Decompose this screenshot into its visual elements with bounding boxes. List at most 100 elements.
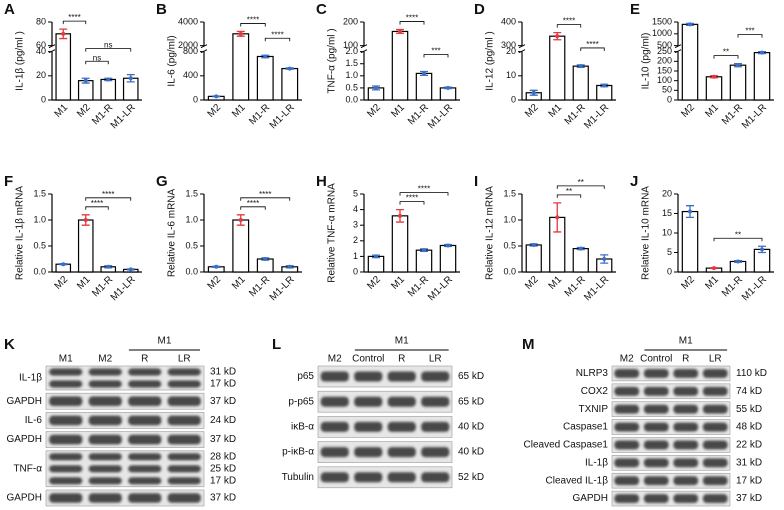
protein-label: GAPDH xyxy=(572,493,608,504)
blot-strip xyxy=(45,392,205,410)
blot-band xyxy=(320,396,349,407)
bar xyxy=(572,65,589,101)
lane-label: M2 xyxy=(98,354,112,365)
blot-band xyxy=(702,458,728,468)
group-label: M1 xyxy=(158,336,172,347)
molecular-weight: 37 kD xyxy=(736,493,762,504)
data-point xyxy=(555,34,560,39)
blot-band xyxy=(167,453,201,461)
molecular-weight: 55 kD xyxy=(736,404,762,415)
lane-label: M1 xyxy=(59,354,73,365)
lane-label: LR xyxy=(709,354,722,365)
significance-bracket xyxy=(556,24,582,28)
y-tick-label: 10 xyxy=(506,70,516,80)
blot-band xyxy=(643,404,669,414)
significance-label: **** xyxy=(247,16,259,25)
blot-band xyxy=(614,476,640,486)
blot-band xyxy=(673,422,699,432)
blot-band xyxy=(643,494,669,504)
bar xyxy=(525,244,542,273)
blot-band xyxy=(88,380,122,388)
data-point xyxy=(422,248,426,253)
y-tick-label: 5 xyxy=(353,188,358,198)
data-point xyxy=(578,246,583,251)
blot-band xyxy=(614,458,640,468)
molecular-weight: 25 kD xyxy=(210,463,236,474)
data-point xyxy=(578,64,583,69)
blot-strip xyxy=(611,490,731,507)
x-tick-label: M1-LR xyxy=(740,274,769,303)
data-point xyxy=(287,264,292,269)
significance-label: *** xyxy=(745,27,754,36)
y-tick-label: 20 xyxy=(662,188,672,198)
molecular-weight: 37 kD xyxy=(210,396,236,407)
panel-letter: J xyxy=(630,173,638,190)
x-tick-label: M1 xyxy=(547,274,565,292)
x-tick-label: M1 xyxy=(230,102,248,120)
data-point xyxy=(446,85,450,90)
protein-label: NLRP3 xyxy=(576,368,609,379)
molecular-weight: 22 kD xyxy=(736,440,762,451)
blot-band xyxy=(702,404,728,414)
significance-bracket xyxy=(580,47,605,51)
panel-letter: C xyxy=(316,1,327,18)
x-tick-label: M1 xyxy=(389,274,407,292)
blot-band xyxy=(354,472,383,483)
x-tick-label: M1 xyxy=(703,274,721,292)
blot-band xyxy=(387,421,416,432)
significance-bracket xyxy=(240,206,266,210)
y-tick-label: 60 xyxy=(36,40,46,50)
data-point xyxy=(688,22,692,27)
blot-band xyxy=(167,380,201,388)
lane-label: R xyxy=(682,354,689,365)
blot-strip xyxy=(611,455,731,471)
bar xyxy=(77,219,94,273)
significance-label: **** xyxy=(586,40,598,49)
x-tick-label: M1-LR xyxy=(582,274,611,303)
data-point xyxy=(61,262,66,267)
data-point xyxy=(128,267,133,272)
blot-band xyxy=(88,493,122,503)
blot-band xyxy=(643,386,669,396)
blot-strip xyxy=(45,489,205,507)
data-point xyxy=(531,242,536,247)
significance-bracket xyxy=(713,55,739,59)
blot-band xyxy=(702,422,728,432)
molecular-weight: 40 kD xyxy=(458,447,484,458)
data-point xyxy=(106,264,111,269)
lane-label: LR xyxy=(178,354,191,365)
data-point xyxy=(214,264,219,269)
molecular-weight: 37 kD xyxy=(210,493,236,504)
data-point xyxy=(61,31,66,36)
x-tick-label: M1 xyxy=(547,102,565,120)
bar xyxy=(681,210,699,273)
molecular-weight: 17 kD xyxy=(210,475,236,486)
x-tick-label: M1 xyxy=(230,274,248,292)
data-point xyxy=(688,209,692,214)
blot-band xyxy=(128,453,162,461)
significance-bracket xyxy=(85,197,132,201)
blot-strip xyxy=(611,365,731,382)
x-tick-label: M2 xyxy=(523,274,541,292)
data-point xyxy=(760,50,764,55)
panel-letter: F xyxy=(4,173,13,190)
blot-band xyxy=(167,477,201,485)
blot-band xyxy=(421,371,450,382)
molecular-weight: 17 kD xyxy=(210,379,236,390)
protein-label: Caspase1 xyxy=(563,422,608,433)
panel-letter: A xyxy=(4,1,15,18)
data-point xyxy=(83,218,88,222)
y-tick-label: 50 xyxy=(662,85,672,95)
x-tick-label: M2 xyxy=(53,274,71,292)
blot-band xyxy=(421,472,450,483)
significance-bracket xyxy=(737,34,763,38)
data-point xyxy=(106,77,111,82)
blot-band xyxy=(673,476,699,486)
molecular-weight: 24 kD xyxy=(210,415,236,426)
group-label: M1 xyxy=(395,336,409,347)
blot-band xyxy=(128,477,162,485)
protein-label: p65 xyxy=(297,371,314,382)
molecular-weight: 28 kD xyxy=(210,451,236,462)
data-point xyxy=(712,266,716,271)
